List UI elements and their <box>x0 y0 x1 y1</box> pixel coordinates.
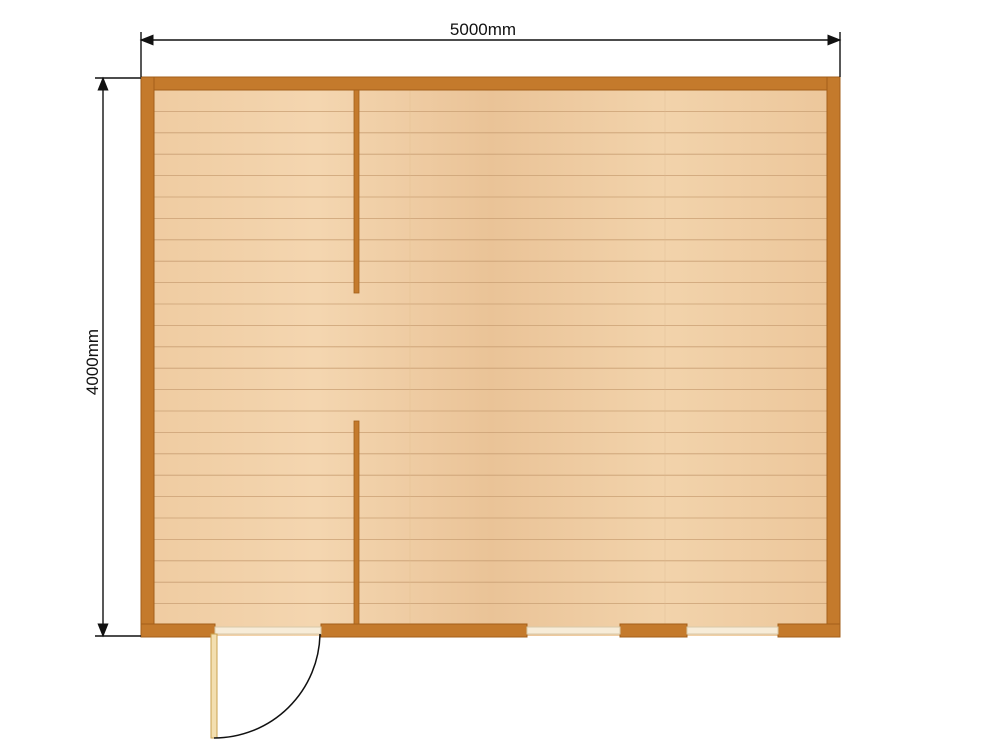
entrance-door <box>210 626 322 739</box>
door-leaf <box>210 633 218 739</box>
wall-bottom-segment-3 <box>619 623 688 638</box>
width-label: 5000mm <box>450 20 516 39</box>
outer-walls <box>140 76 841 638</box>
window-opening-1 <box>526 626 621 635</box>
windows <box>526 626 779 635</box>
wall-bottom-segment-4 <box>777 623 841 638</box>
width-dimension <box>139 32 842 77</box>
door-swing-arc <box>213 633 321 739</box>
wall-left <box>140 76 155 638</box>
wall-right <box>826 76 841 638</box>
window-opening-2 <box>686 626 779 635</box>
wall-bottom-segment-2 <box>320 623 528 638</box>
floor-planks <box>154 90 827 624</box>
partition-upper <box>353 89 360 294</box>
partition-lower <box>353 420 360 625</box>
height-label: 4000mm <box>83 329 102 395</box>
floor-surface <box>141 78 840 636</box>
wall-top <box>140 76 841 91</box>
wall-bottom-segment-1 <box>140 623 216 638</box>
height-dimension <box>95 76 141 638</box>
floor <box>141 78 840 636</box>
door-opening <box>214 626 322 635</box>
interior-partition <box>353 89 360 625</box>
